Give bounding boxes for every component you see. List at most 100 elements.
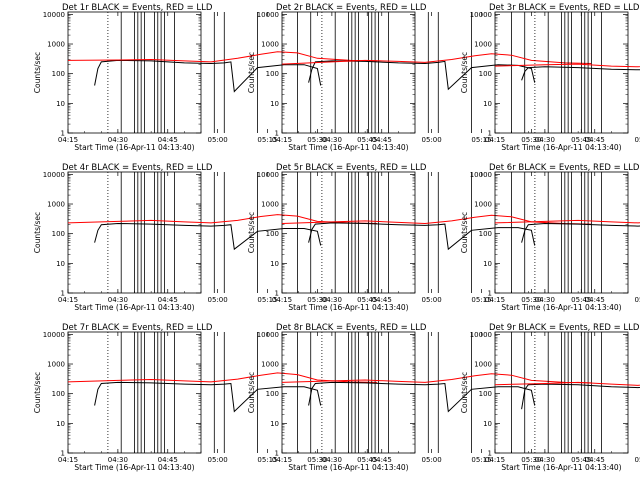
y-axis-title: Counts/sec [33,52,42,93]
y-tick-label: 100 [52,230,65,238]
x-axis-title: Start Time (16-Apr-11 04:13:40) [288,303,408,312]
x-tick-label: 04:15 [485,296,505,304]
x-tick-label: 05:45 [357,136,377,144]
series-lld-line [67,372,378,383]
y-tick-label: 10000 [43,171,65,179]
y-tick-label: 10 [483,260,492,268]
series-events-line [521,222,640,243]
y-tick-label: 100 [52,70,65,78]
x-tick-label: 05:15 [471,456,491,464]
panel-title: Det 9r BLACK = Events, RED = LLD [489,323,640,333]
y-axis-title: Counts/sec [460,52,469,93]
x-tick-label: 05:30 [521,296,541,304]
y-tick-label: 1 [488,450,492,458]
y-tick-label: 1000 [47,201,65,209]
x-axis-title: Start Time (16-Apr-11 04:13:40) [501,143,621,152]
y-tick-label: 1 [488,290,492,298]
x-axis-title: Start Time (16-Apr-11 04:13:40) [288,463,408,472]
y-axis-title: Counts/sec [247,372,256,413]
y-tick-label: 1 [275,290,279,298]
x-tick-label: 05:00 [208,296,228,304]
y-axis-title: Counts/sec [33,212,42,253]
y-tick-label: 10 [270,100,279,108]
x-tick-label: 05:00 [208,456,228,464]
x-tick-label: 04:30 [535,296,555,304]
x-axis-title: Start Time (16-Apr-11 04:13:40) [74,303,194,312]
x-tick-label: 04:15 [272,296,292,304]
x-tick-label: 05:30 [521,456,541,464]
x-tick-label: 05:15 [471,296,491,304]
panel-det-7r: Det 7r BLACK = Events, RED = LLD 04:15 04:… [33,323,377,472]
x-axis-title: Start Time (16-Apr-11 04:13:40) [74,463,194,472]
x-tick-label: 05:00 [635,136,640,144]
series-lld-line [67,51,378,63]
series-events-line [94,381,322,413]
panel-det-3r: Det 3r BLACK = Events, RED = LLD 04:15 04:… [460,3,640,152]
y-tick-label: 100 [266,230,279,238]
x-axis-title: Start Time (16-Apr-11 04:13:40) [501,463,621,472]
panel-title: Det 5r BLACK = Events, RED = LLD [276,163,427,173]
y-tick-label: 10 [270,420,279,428]
x-tick-label: 04:30 [108,296,128,304]
y-tick-label: 10 [483,420,492,428]
x-tick-label: 04:15 [485,456,505,464]
y-tick-label: 100 [479,390,492,398]
x-tick-label: 04:45 [585,136,605,144]
x-tick-label: 04:30 [535,456,555,464]
x-tick-label: 05:30 [307,136,327,144]
y-axis-title: Counts/sec [33,372,42,413]
panel-det-1r: Det 1r BLACK = Events, RED = LLD 04:15 04:… [33,3,377,152]
y-tick-label: 1000 [261,361,279,369]
y-tick-label: 10000 [257,331,279,339]
series-events-line [521,383,640,410]
y-tick-label: 1000 [474,361,492,369]
x-tick-label: 04:45 [158,296,178,304]
x-axis-title: Start Time (16-Apr-11 04:13:40) [501,303,621,312]
y-tick-label: 10000 [257,11,279,19]
x-tick-label: 04:45 [372,296,392,304]
x-tick-label: 05:15 [257,456,277,464]
series-events-line [94,222,322,251]
x-tick-label: 04:45 [372,456,392,464]
x-axis-title: Start Time (16-Apr-11 04:13:40) [74,143,194,152]
panel-title: Det 2r BLACK = Events, RED = LLD [276,3,427,13]
x-tick-label: 05:00 [422,136,442,144]
y-axis-title: Counts/sec [460,212,469,253]
y-tick-label: 1000 [47,41,65,49]
x-tick-label: 05:30 [307,296,327,304]
x-tick-label: 04:30 [322,136,342,144]
x-tick-label: 04:15 [272,136,292,144]
y-tick-label: 10 [270,260,279,268]
y-tick-label: 100 [479,230,492,238]
series-lld-line [281,373,592,384]
x-tick-label: 05:45 [571,456,591,464]
x-tick-label: 04:30 [108,136,128,144]
series-lld-line [281,214,592,225]
panel-det-4r: Det 4r BLACK = Events, RED = LLD 04:15 04:… [33,163,377,312]
panel-title: Det 8r BLACK = Events, RED = LLD [276,323,427,333]
series-events-line [521,66,640,81]
panel-det-6r: Det 6r BLACK = Events, RED = LLD 04:15 04:… [460,163,640,312]
y-tick-label: 10000 [257,171,279,179]
x-tick-label: 04:30 [108,456,128,464]
y-tick-label: 10000 [470,171,492,179]
series-lld-line [494,219,640,224]
y-tick-label: 100 [266,390,279,398]
x-tick-label: 04:45 [585,296,605,304]
x-tick-label: 04:45 [372,136,392,144]
x-tick-label: 05:15 [257,136,277,144]
x-tick-label: 05:45 [357,296,377,304]
panel-title: Det 6r BLACK = Events, RED = LLD [489,163,640,173]
y-tick-label: 1 [275,450,279,458]
y-tick-label: 100 [52,390,65,398]
series-events-line [308,60,536,91]
panel-det-9r: Det 9r BLACK = Events, RED = LLD 04:15 04:… [460,323,640,472]
y-tick-label: 10000 [43,331,65,339]
x-tick-label: 05:45 [571,136,591,144]
y-tick-label: 10000 [43,11,65,19]
x-tick-label: 04:30 [322,456,342,464]
y-axis-title: Counts/sec [247,212,256,253]
y-tick-label: 10 [56,100,65,108]
x-tick-label: 05:30 [521,136,541,144]
